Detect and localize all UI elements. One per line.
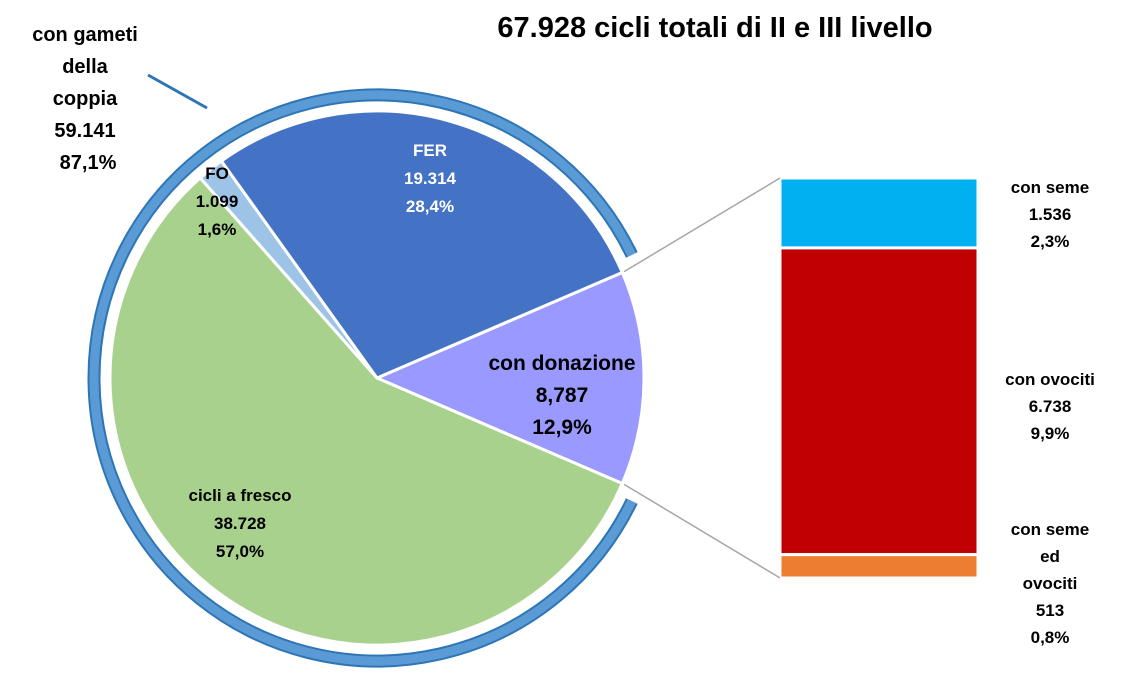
bar-value-label: 1.536 xyxy=(1028,205,1072,224)
bar-segment xyxy=(778,246,980,557)
slice-percent-label: 1,6% xyxy=(197,220,237,239)
pie-slice xyxy=(108,175,625,647)
bar-label: con seme ed ovociti xyxy=(1010,520,1090,593)
bar-label: con seme xyxy=(1010,178,1090,197)
pie-slice xyxy=(219,109,625,380)
slice-value-label: 1.099 xyxy=(195,192,239,211)
ring xyxy=(89,90,636,666)
bar-value-label: 513 xyxy=(1035,601,1065,620)
connector xyxy=(623,177,781,273)
slice-label: cicli a fresco xyxy=(188,486,292,505)
bar-percent-label: 9,9% xyxy=(1030,424,1070,443)
bar-label: con ovociti xyxy=(1005,370,1095,389)
chart-title: 67.928 cicli totali di II e III livello xyxy=(497,12,933,44)
bar-percent-label: 0,8% xyxy=(1030,628,1070,647)
slice-value-label: 19.314 xyxy=(404,169,456,188)
bar-value-label: 6.738 xyxy=(1028,397,1072,416)
ring-label: con gameti della coppia xyxy=(32,24,138,110)
ring-leader xyxy=(147,73,208,110)
slice-percent-label: 57,0% xyxy=(215,542,265,561)
ring-value-label: 59.141 xyxy=(54,120,116,142)
ring-percent-label: 87,1% xyxy=(59,152,117,174)
slice-label: FER xyxy=(413,141,447,160)
slice-value-label: 38.728 xyxy=(214,514,266,533)
slice-percent-label: 12,9% xyxy=(532,416,592,439)
bar-segment xyxy=(778,176,980,250)
slice-label: con donazione xyxy=(488,352,636,375)
slice-percent-label: 28,4% xyxy=(405,197,455,216)
pie-slice xyxy=(373,270,646,486)
slice-value-label: 8,787 xyxy=(535,384,589,407)
connector xyxy=(623,483,781,579)
slice-label: FO xyxy=(205,164,229,183)
bar-percent-label: 2,3% xyxy=(1030,232,1070,251)
bar-segment xyxy=(778,553,980,580)
